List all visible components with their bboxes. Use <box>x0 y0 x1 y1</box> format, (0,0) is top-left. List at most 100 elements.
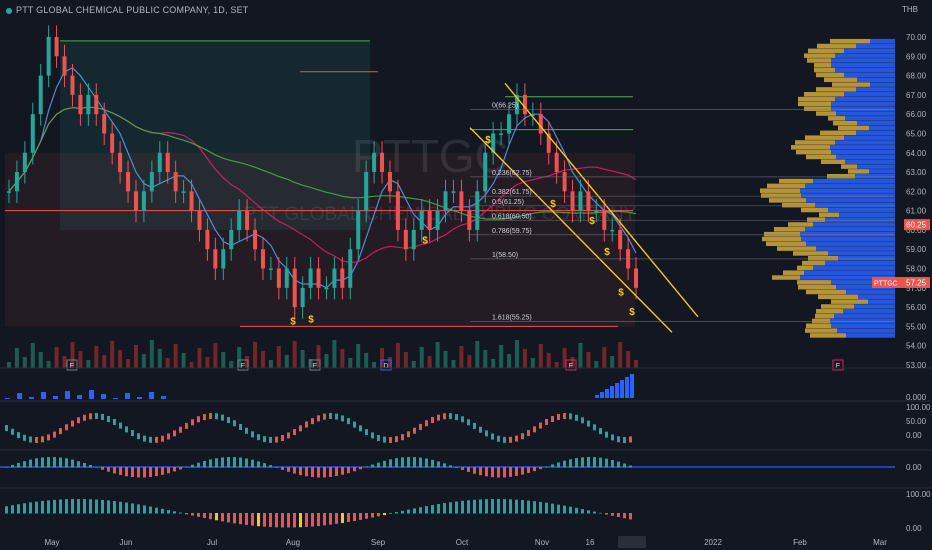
oscillator-mark <box>323 413 326 420</box>
candle-body <box>260 249 265 269</box>
oscillator-mark <box>113 419 116 426</box>
volume-bar <box>126 359 131 368</box>
price-tick-label: 62.00 <box>906 187 927 196</box>
profile-bar-down <box>815 313 834 319</box>
histogram-bar <box>113 501 116 514</box>
histogram-bar <box>167 510 170 514</box>
indicator-axis-label: 0.00 <box>906 431 922 440</box>
histogram-bar <box>233 513 236 524</box>
event-marker-box <box>237 359 249 371</box>
profile-bar-up <box>813 178 895 184</box>
current-price-label: 57.25 <box>906 279 927 288</box>
oscillator-mark <box>431 417 434 424</box>
oscillator-mark <box>401 434 404 441</box>
histogram-bar <box>527 500 530 514</box>
candle-body <box>395 191 400 230</box>
profile-bar-up <box>835 67 895 73</box>
oscillator-mark <box>269 436 272 443</box>
histogram-bar <box>257 513 260 527</box>
histogram-bar <box>143 505 146 514</box>
candle-body <box>197 210 202 230</box>
fib-label: 1.618(55.25) <box>492 315 532 322</box>
histogram-bar <box>185 466 188 468</box>
histogram-bar <box>227 513 230 523</box>
histogram-bar <box>389 513 392 514</box>
histogram-bar <box>305 467 308 477</box>
histogram-bar <box>479 467 482 476</box>
candle-body <box>237 210 242 230</box>
profile-bar-up <box>830 318 895 324</box>
profile-bar-up <box>857 164 895 169</box>
candle-body <box>348 249 353 288</box>
horizontal-levels <box>5 40 633 327</box>
profile-bar-up <box>800 231 895 237</box>
oscillator-mark <box>77 417 80 424</box>
candle-body <box>491 133 496 153</box>
indicator-axis-label: 100.00 <box>906 403 931 412</box>
price-axis[interactable]: THB 70.00 69.00 68.00 67.00 66.00 65.00 64.00 63… <box>872 5 930 370</box>
oscillator-mark <box>311 418 314 425</box>
indicator-bar <box>53 396 58 399</box>
price-tick-label: 65.00 <box>906 129 927 138</box>
indicator-bar <box>17 393 22 399</box>
profile-bar-up <box>839 212 895 218</box>
event-marker-box <box>66 359 78 371</box>
oscillator-mark <box>119 422 122 429</box>
profile-bar-down <box>797 265 813 271</box>
histogram-bar <box>455 467 458 468</box>
profile-bar-up <box>831 323 895 329</box>
histogram-bar <box>545 502 548 514</box>
profile-bar-down <box>818 294 858 300</box>
oscillator-mark <box>509 436 512 443</box>
histogram-bar <box>215 513 218 521</box>
oscillator-mark <box>317 415 320 422</box>
profile-bar-up <box>836 111 895 116</box>
histogram-bar <box>95 499 98 514</box>
price-tick-label: 59.00 <box>906 245 927 254</box>
histogram-bar <box>29 459 32 468</box>
candle-body <box>435 210 440 230</box>
candle-body <box>141 191 146 211</box>
volume-bar <box>475 341 480 368</box>
oscillator-mark <box>155 436 158 443</box>
histogram-bar <box>83 499 86 514</box>
oscillator-mark <box>479 426 482 433</box>
oscillator-mark <box>173 430 176 437</box>
histogram-bar <box>425 458 428 468</box>
profile-bar-down <box>806 323 831 329</box>
histogram-bar <box>11 505 14 514</box>
histogram-bar <box>233 457 236 468</box>
histogram-bar <box>47 500 50 514</box>
profile-bar-up <box>805 183 895 189</box>
candle-body <box>594 210 599 213</box>
profile-bar-down <box>808 255 838 261</box>
oscillator-mark <box>425 420 428 427</box>
time-axis[interactable]: MayJunJulAugSepOctNov16Dec2022FebMar <box>44 536 887 548</box>
current-price-tag <box>904 277 930 288</box>
histogram-bar <box>23 461 26 468</box>
oscillator-mark <box>89 413 92 420</box>
oscillator-mark <box>563 413 566 420</box>
profile-bar-down <box>793 251 828 256</box>
histogram-bar <box>377 462 380 468</box>
oscillator-mark <box>329 413 332 419</box>
dividend-icon: $ <box>629 307 635 318</box>
fib-retracement[interactable]: 0(66.25) 0.236(62.75) 0.382(61.75) 0.5(61.2… <box>470 102 895 322</box>
trend-channel[interactable] <box>469 82 699 333</box>
profile-bar-up <box>870 82 895 87</box>
profile-bar-up <box>831 63 895 68</box>
histogram-bar <box>491 499 494 514</box>
histogram-bar <box>467 467 470 472</box>
candle-body <box>110 133 115 153</box>
profile-bar-up <box>854 304 895 309</box>
oscillator-mark <box>11 428 14 435</box>
profile-bar-up <box>836 284 895 290</box>
oscillator-mark <box>569 413 572 420</box>
profile-bar-up <box>845 159 895 165</box>
profile-bar-down <box>779 178 813 184</box>
histogram-bar <box>167 467 170 474</box>
candle-body <box>14 172 19 192</box>
oscillator-mark <box>149 436 152 443</box>
histogram-bar <box>605 513 608 515</box>
